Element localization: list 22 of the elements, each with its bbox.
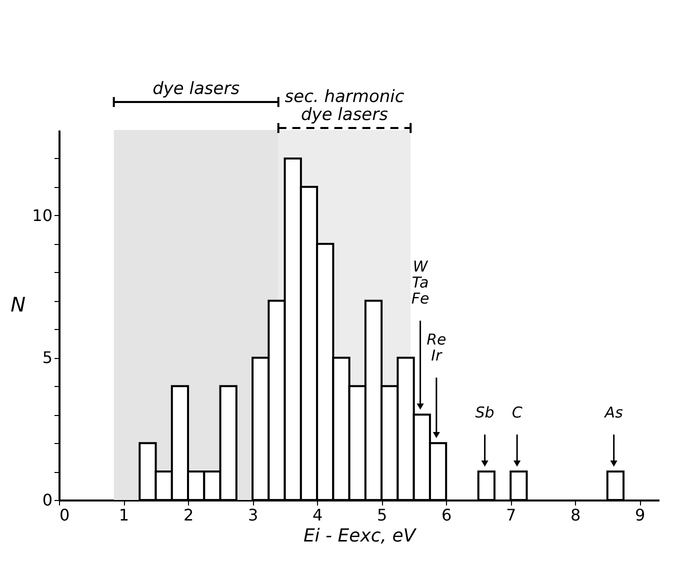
- x-tick-label: 1: [118, 506, 130, 524]
- annotation: Re Ir: [426, 330, 446, 365]
- annotation: W Ta Fe: [411, 258, 430, 308]
- x-tick-label: 6: [442, 506, 452, 524]
- x-axis-title: Ei - Eexc, eV: [303, 526, 418, 546]
- annotation: C: [512, 404, 523, 422]
- x-tick-label: 2: [183, 506, 194, 524]
- x-tick-label: 4: [312, 506, 323, 524]
- x-tick-label: 0: [60, 506, 70, 524]
- y-tick-label: 0: [42, 490, 52, 510]
- x-tick-label: 3: [248, 506, 258, 524]
- band-label: sec. harmonic dye lasers: [284, 87, 405, 125]
- x-tick-label: 8: [570, 506, 581, 524]
- y-tick-label: 10: [32, 206, 52, 225]
- annotation: As: [604, 404, 624, 422]
- annotation: Sb: [475, 404, 494, 422]
- band-label: dye lasers: [152, 79, 240, 99]
- y-axis-title: N: [10, 292, 26, 316]
- y-tick-label: 5: [42, 348, 52, 368]
- x-tick-label: 5: [376, 506, 388, 524]
- x-tick-label: 9: [635, 506, 646, 524]
- x-tick-label: 7: [506, 506, 516, 524]
